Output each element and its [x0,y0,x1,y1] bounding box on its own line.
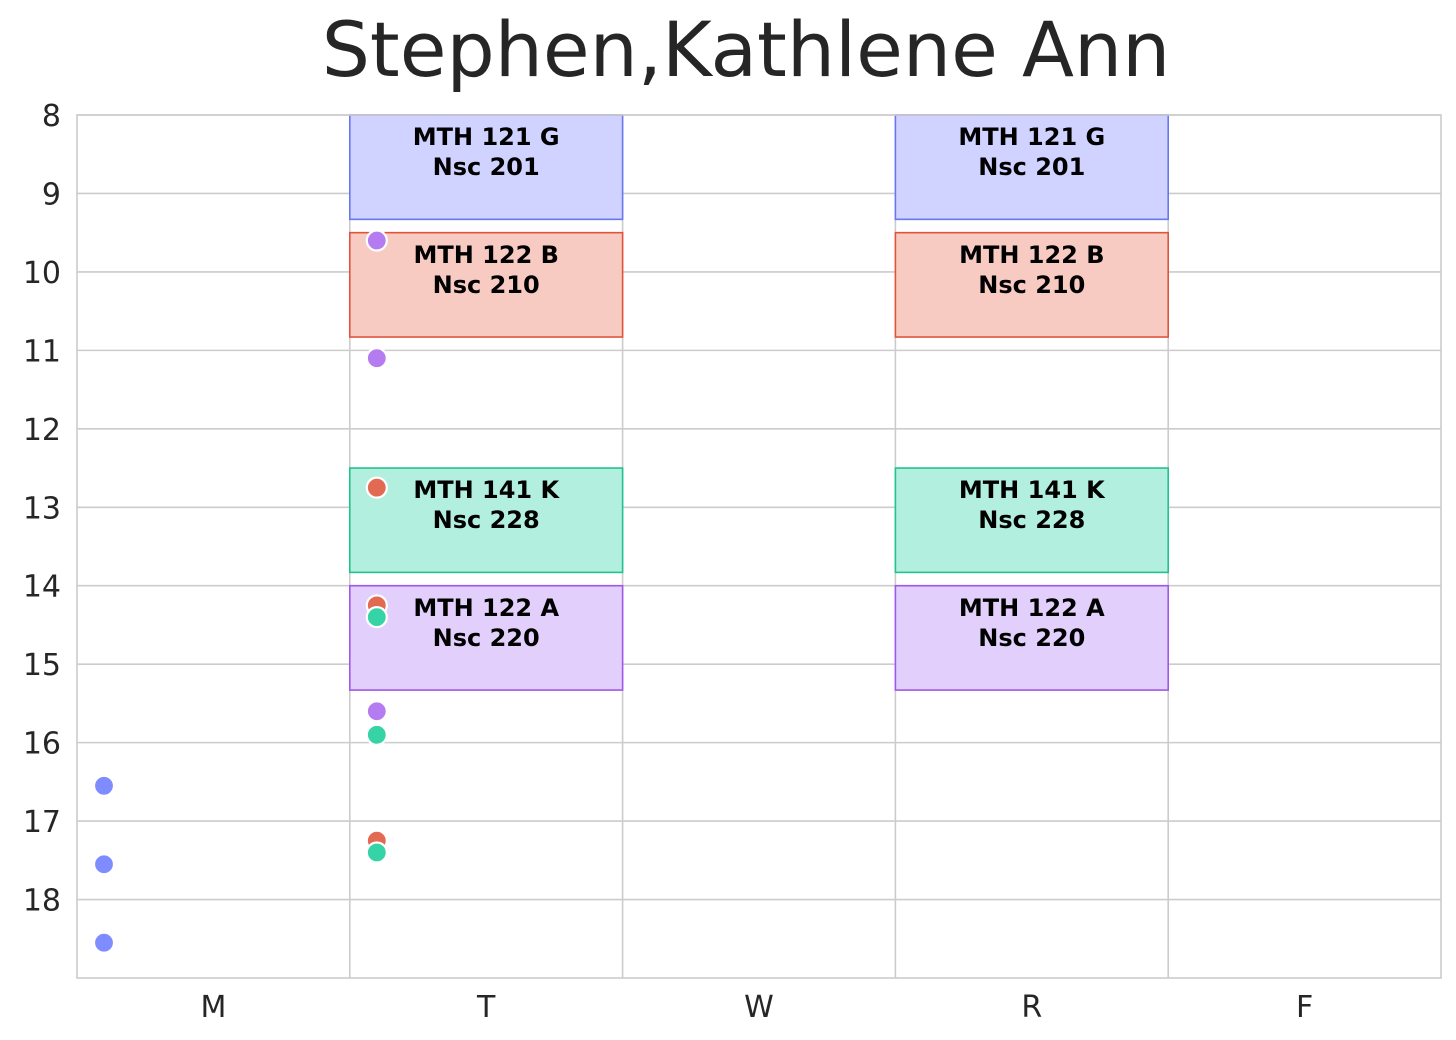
y-tick-label: 17 [23,805,61,840]
x-tick-label: W [744,990,774,1025]
course-label: MTH 122 A [959,594,1105,622]
plot-frame [76,114,1442,979]
y-tick-label: 18 [23,884,61,919]
y-tick-label: 8 [42,99,61,134]
data-point [365,229,388,252]
y-tick-label: 15 [23,648,61,683]
room-label: Nsc 210 [433,271,540,299]
x-tick-label: M [200,990,226,1025]
y-tick-label: 14 [23,570,61,605]
course-label: MTH 122 A [413,594,559,622]
course-block [894,231,1170,338]
course-block [348,231,624,338]
x-tick-label: R [1021,990,1042,1025]
course-block [894,467,1170,574]
room-label: Nsc 201 [978,153,1085,181]
room-label: Nsc 220 [978,624,1085,652]
course-label: MTH 141 K [413,476,560,504]
course-label: MTH 122 B [959,241,1104,269]
y-tick-label: 13 [23,491,61,526]
data-point [365,841,388,864]
room-label: Nsc 220 [433,624,540,652]
course-label: MTH 141 K [959,476,1106,504]
course-label: MTH 122 B [413,241,558,269]
data-point [365,606,388,629]
data-point [92,853,116,876]
grid-lines [77,114,1441,978]
course-label: MTH 121 G [958,123,1105,151]
room-label: Nsc 201 [433,153,540,181]
room-label: Nsc 228 [978,506,1085,534]
data-point [365,476,388,499]
room-label: Nsc 228 [433,506,540,534]
data-point [92,774,116,797]
y-tick-label: 12 [23,413,61,448]
data-point [92,931,116,954]
course-block [894,584,1170,691]
x-tick-label: F [1296,990,1313,1025]
y-tick-label: 11 [23,334,61,369]
course-block [348,584,624,691]
axes: 8 9 10 11 12 13 14 15 16 17 18 M T W R F [23,99,1442,1025]
chart-title: Stephen,Kathlene Ann [321,5,1171,94]
course-label: MTH 121 G [413,123,560,151]
y-tick-label: 9 [42,177,61,212]
course-block [348,467,624,574]
y-tick-label: 10 [23,256,61,291]
room-label: Nsc 210 [978,271,1085,299]
y-tick-label: 16 [23,727,61,762]
data-point [365,347,388,370]
x-tick-label: T [476,990,496,1025]
data-point [365,700,388,723]
data-point [365,723,388,746]
data-points [92,229,388,954]
